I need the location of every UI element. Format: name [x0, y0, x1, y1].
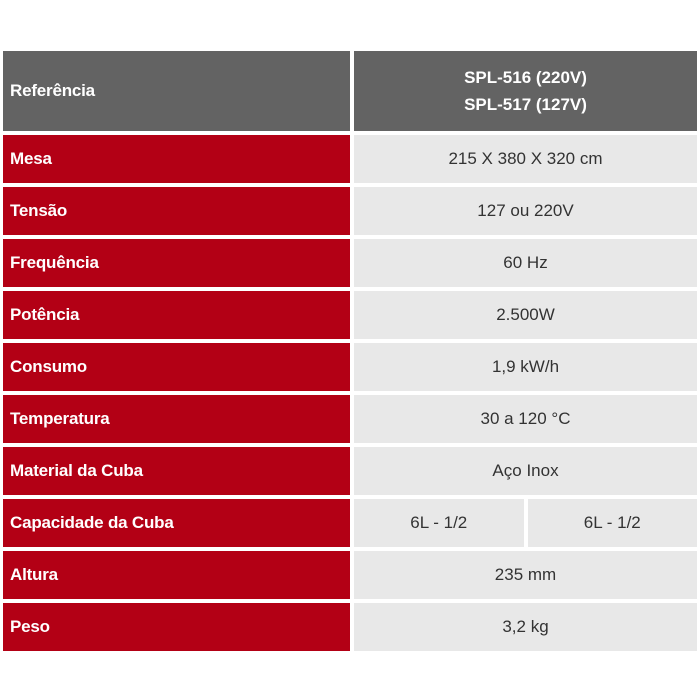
- table-row-potencia: Potência 2.500W: [3, 291, 697, 339]
- row-value: 3,2 kg: [354, 603, 697, 651]
- model-127v: SPL-517 (127V): [464, 95, 587, 114]
- row-value: 1,9 kW/h: [354, 343, 697, 391]
- row-label: Temperatura: [3, 395, 350, 443]
- table-row-peso: Peso 3,2 kg: [3, 603, 697, 651]
- table-row-consumo: Consumo 1,9 kW/h: [3, 343, 697, 391]
- row-label: Capacidade da Cuba: [3, 499, 350, 547]
- row-label: Frequência: [3, 239, 350, 287]
- row-label: Altura: [3, 551, 350, 599]
- header-label: Referência: [3, 51, 350, 131]
- table-row-altura: Altura 235 mm: [3, 551, 697, 599]
- row-label: Consumo: [3, 343, 350, 391]
- row-label: Material da Cuba: [3, 447, 350, 495]
- row-value: 127 ou 220V: [354, 187, 697, 235]
- row-value: 2.500W: [354, 291, 697, 339]
- row-value-220v: 6L - 1/2: [354, 499, 524, 547]
- table-row-material: Material da Cuba Aço Inox: [3, 447, 697, 495]
- table-row-mesa: Mesa 215 X 380 X 320 cm: [3, 135, 697, 183]
- model-220v: SPL-516 (220V): [464, 68, 587, 87]
- row-label: Potência: [3, 291, 350, 339]
- table-row-tensao: Tensão 127 ou 220V: [3, 187, 697, 235]
- row-value: 60 Hz: [354, 239, 697, 287]
- row-value-127v: 6L - 1/2: [527, 499, 697, 547]
- row-value: 235 mm: [354, 551, 697, 599]
- row-value-split: 6L - 1/2 6L - 1/2: [354, 499, 697, 547]
- spec-table: Referência SPL-516 (220V) SPL-517 (127V)…: [3, 51, 697, 655]
- row-value: 30 a 120 °C: [354, 395, 697, 443]
- header-models: SPL-516 (220V) SPL-517 (127V): [354, 51, 697, 131]
- row-label: Mesa: [3, 135, 350, 183]
- table-header-row: Referência SPL-516 (220V) SPL-517 (127V): [3, 51, 697, 131]
- table-row-frequencia: Frequência 60 Hz: [3, 239, 697, 287]
- table-row-capacidade: Capacidade da Cuba 6L - 1/2 6L - 1/2: [3, 499, 697, 547]
- row-value: Aço Inox: [354, 447, 697, 495]
- row-label: Peso: [3, 603, 350, 651]
- table-row-temperatura: Temperatura 30 a 120 °C: [3, 395, 697, 443]
- row-label: Tensão: [3, 187, 350, 235]
- row-value: 215 X 380 X 320 cm: [354, 135, 697, 183]
